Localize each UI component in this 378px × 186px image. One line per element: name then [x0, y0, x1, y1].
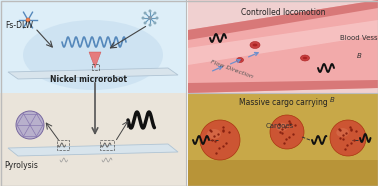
- FancyBboxPatch shape: [188, 93, 378, 186]
- Ellipse shape: [16, 111, 44, 139]
- Ellipse shape: [144, 12, 147, 15]
- Ellipse shape: [303, 57, 307, 59]
- FancyBboxPatch shape: [188, 160, 378, 186]
- Text: Controlled locomotion: Controlled locomotion: [241, 8, 325, 17]
- Ellipse shape: [23, 20, 163, 90]
- Ellipse shape: [200, 120, 240, 160]
- Text: Cargoes: Cargoes: [266, 123, 294, 129]
- Polygon shape: [188, 0, 378, 40]
- Ellipse shape: [149, 9, 152, 12]
- Text: Nickel microrobot: Nickel microrobot: [50, 75, 127, 84]
- Text: B: B: [330, 97, 335, 103]
- Text: B: B: [357, 53, 362, 59]
- Ellipse shape: [270, 115, 304, 149]
- Ellipse shape: [238, 59, 242, 61]
- Ellipse shape: [276, 123, 288, 131]
- Ellipse shape: [336, 128, 349, 137]
- Polygon shape: [89, 52, 101, 68]
- Polygon shape: [8, 68, 178, 79]
- Text: Blood Vessel: Blood Vessel: [340, 35, 378, 41]
- Ellipse shape: [330, 120, 366, 156]
- Ellipse shape: [207, 129, 221, 139]
- FancyBboxPatch shape: [188, 0, 378, 93]
- Ellipse shape: [253, 44, 257, 46]
- Ellipse shape: [26, 18, 30, 22]
- Ellipse shape: [153, 12, 156, 15]
- Ellipse shape: [153, 21, 156, 24]
- Ellipse shape: [141, 17, 144, 20]
- Text: Pyrolysis: Pyrolysis: [4, 161, 38, 170]
- Polygon shape: [188, 20, 378, 65]
- Ellipse shape: [250, 41, 260, 49]
- Ellipse shape: [237, 57, 243, 62]
- Ellipse shape: [155, 17, 158, 20]
- Text: Massive cargo carrying: Massive cargo carrying: [239, 98, 327, 107]
- Text: Fs-DLW: Fs-DLW: [5, 21, 33, 30]
- Ellipse shape: [148, 16, 152, 20]
- Text: Flow Direction: Flow Direction: [210, 59, 254, 79]
- FancyBboxPatch shape: [0, 93, 186, 186]
- Polygon shape: [188, 0, 378, 93]
- Ellipse shape: [149, 23, 152, 26]
- Ellipse shape: [144, 21, 147, 24]
- FancyBboxPatch shape: [0, 0, 186, 93]
- Ellipse shape: [301, 55, 310, 61]
- Polygon shape: [8, 144, 178, 156]
- Polygon shape: [188, 80, 378, 93]
